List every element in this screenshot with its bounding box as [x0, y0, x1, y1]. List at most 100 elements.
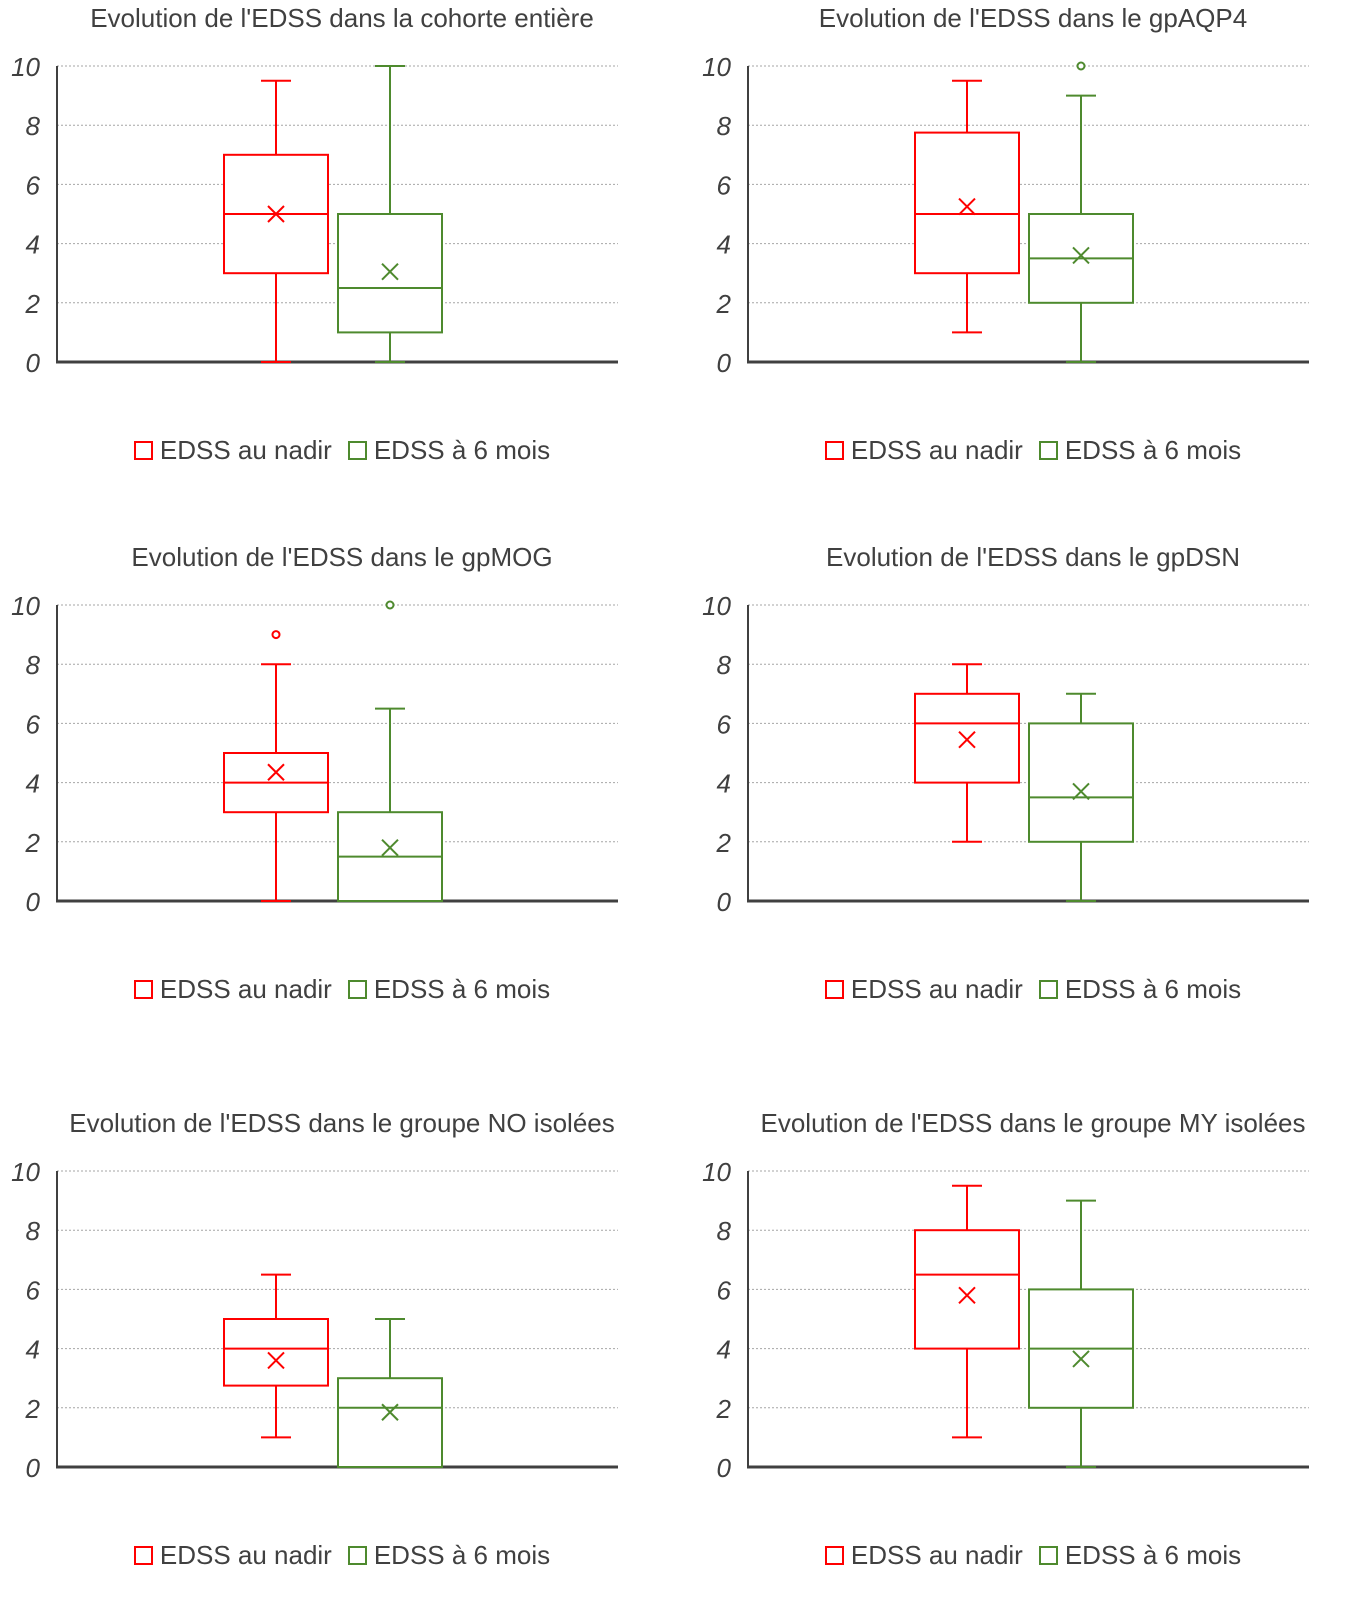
legend-swatch	[1038, 441, 1058, 460]
y-tick-label: 10	[11, 1157, 40, 1187]
legend-swatch	[824, 980, 844, 999]
legend-swatch	[1038, 1546, 1058, 1565]
mean-marker	[958, 197, 976, 216]
y-tick-label: 6	[26, 170, 41, 200]
mean-marker	[958, 730, 976, 749]
y-tick-label: 4	[717, 230, 731, 260]
legend-swatch	[347, 980, 367, 999]
y-tick-label: 6	[717, 709, 732, 739]
legend-item-6-mois: EDSS à 6 mois	[1038, 1540, 1241, 1571]
legend-label: EDSS au nadir	[850, 435, 1023, 465]
legend-label: EDSS au nadir	[850, 974, 1023, 1004]
legend-label: EDSS à 6 mois	[373, 1540, 551, 1570]
legend-item-6-mois: EDSS à 6 mois	[347, 435, 550, 466]
y-tick-label: 6	[26, 1275, 41, 1305]
boxplot-panel: Evolution de l'EDSS dans le groupe MY is…	[691, 1105, 1369, 1585]
iqr-box	[1028, 722, 1134, 843]
y-tick-label: 4	[717, 769, 731, 799]
plot-area: 0 2 4 6 8 10	[11, 52, 618, 378]
y-tick-label: 10	[702, 591, 731, 621]
legend-label: EDSS au nadir	[159, 435, 332, 465]
y-tick-label: 8	[717, 650, 732, 680]
box-nadir	[223, 79, 329, 363]
legend-label: EDSS au nadir	[850, 1540, 1023, 1570]
legend-item-6-mois: EDSS à 6 mois	[347, 1540, 551, 1571]
iqr-box	[914, 131, 1020, 275]
box-6-mois	[337, 600, 443, 903]
y-tick-label: 4	[26, 230, 40, 260]
y-tick-label: 2	[25, 828, 41, 858]
y-tick-label: 8	[26, 650, 41, 680]
legend-item-nadir: EDSS au nadir	[824, 435, 1023, 466]
box-nadir	[914, 1184, 1020, 1439]
legend-label: EDSS à 6 mois	[373, 974, 551, 1004]
mean-marker	[267, 763, 285, 781]
plot-area: 0 2 4 6 8 10	[702, 591, 1309, 917]
box-nadir	[914, 79, 1020, 334]
box-6-mois	[1028, 61, 1134, 363]
iqr-box	[223, 1318, 329, 1387]
y-tick-label: 8	[26, 111, 41, 141]
y-tick-label: 6	[26, 709, 41, 739]
boxplot-panel: Evolution de l'EDSS dans la cohorte enti…	[0, 0, 684, 480]
legend: EDSS au nadir EDSS à 6 mois	[0, 435, 684, 466]
legend-label: EDSS au nadir	[159, 1540, 332, 1570]
y-tick-label: 8	[26, 1216, 41, 1246]
y-tick-label: 6	[717, 1275, 732, 1305]
legend-swatch	[133, 441, 153, 460]
box-6-mois	[1028, 1199, 1134, 1468]
y-tick-label: 0	[717, 887, 732, 917]
legend: EDSS au nadir EDSS à 6 mois	[0, 1540, 684, 1571]
y-tick-label: 10	[11, 52, 40, 82]
y-tick-label: 2	[25, 1394, 41, 1424]
legend-swatch	[347, 441, 367, 460]
legend-item-6-mois: EDSS à 6 mois	[347, 974, 551, 1005]
box-6-mois	[337, 65, 443, 363]
boxplot-panel: Evolution de l'EDSS dans le groupe NO is…	[0, 1105, 684, 1585]
iqr-box	[337, 213, 443, 334]
legend: EDSS au nadir EDSS à 6 mois	[0, 974, 684, 1005]
legend: EDSS au nadir EDSS à 6 mois	[691, 435, 1369, 466]
legend: EDSS au nadir EDSS à 6 mois	[691, 1540, 1369, 1571]
boxplot-panel: Evolution de l'EDSS dans le gpMOG 0 2 4 6 8 10…	[0, 539, 684, 1019]
chart-title: Evolution de l'EDSS dans le gpMOG	[131, 542, 553, 572]
boxplot-panel: Evolution de l'EDSS dans le gpDSN 0 2 4 6 8 10…	[691, 539, 1369, 1019]
y-tick-label: 10	[702, 52, 731, 82]
legend-item-6-mois: EDSS à 6 mois	[1038, 435, 1242, 466]
legend-swatch	[824, 1546, 844, 1565]
iqr-box	[914, 692, 1020, 784]
y-tick-label: 0	[26, 887, 41, 917]
legend-label: EDSS à 6 mois	[1064, 435, 1242, 465]
mean-marker	[958, 1286, 976, 1305]
mean-marker	[381, 1403, 399, 1421]
chart-title: Evolution de l'EDSS dans le gpAQP4	[818, 3, 1248, 33]
plot-area: 0 2 4 6 8 10	[702, 1157, 1309, 1483]
mean-marker	[1072, 246, 1090, 265]
y-tick-label: 0	[717, 1453, 732, 1483]
y-tick-label: 2	[25, 289, 41, 319]
chart-title: Evolution de l'EDSS dans le groupe MY is…	[760, 1108, 1306, 1138]
plot-area: 0 2 4 6 8 10	[702, 52, 1309, 378]
y-tick-label: 0	[26, 348, 41, 378]
y-tick-label: 2	[716, 289, 732, 319]
mean-marker	[267, 205, 285, 223]
y-tick-label: 2	[716, 1394, 732, 1424]
y-tick-label: 10	[11, 591, 40, 621]
mean-marker	[381, 839, 399, 857]
mean-marker	[1072, 782, 1090, 801]
legend-swatch	[347, 1546, 367, 1565]
plot-area: 0 2 4 6 8 10	[11, 1157, 618, 1483]
y-tick-label: 0	[717, 348, 732, 378]
legend-item-nadir: EDSS au nadir	[133, 1540, 332, 1571]
mean-marker	[381, 263, 399, 281]
legend-swatch	[1038, 980, 1058, 999]
legend-item-nadir: EDSS au nadir	[824, 974, 1023, 1005]
chart-title: Evolution de l'EDSS dans la cohorte enti…	[90, 3, 594, 33]
y-tick-label: 6	[717, 170, 732, 200]
legend-swatch	[133, 1546, 153, 1565]
legend-item-nadir: EDSS au nadir	[133, 435, 332, 466]
legend-item-nadir: EDSS au nadir	[824, 1540, 1023, 1571]
outlier-point	[271, 630, 281, 640]
box-6-mois	[1028, 692, 1134, 902]
